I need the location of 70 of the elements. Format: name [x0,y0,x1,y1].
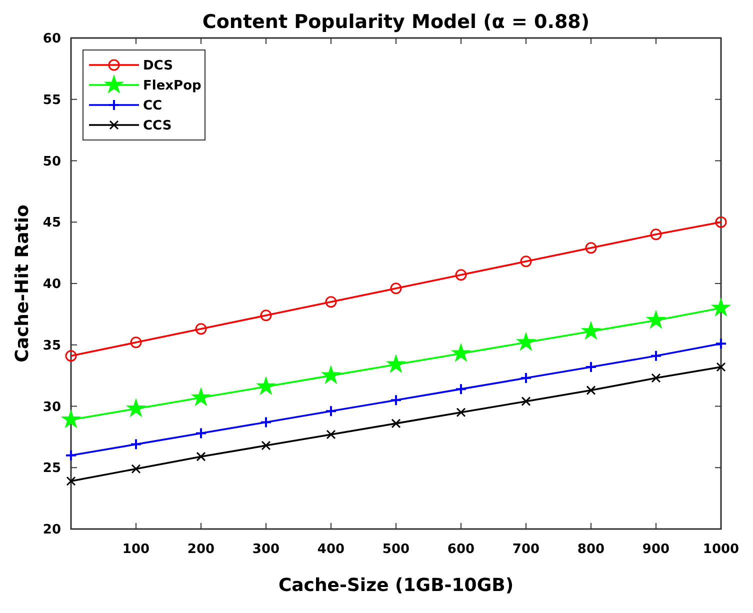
point [452,344,470,362]
point [651,373,661,383]
point [516,332,536,350]
x-axis-title: Cache-Size (1GB-10GB) [278,575,514,596]
point [261,440,271,450]
point [585,360,597,373]
y-tick-label: 30 [42,400,61,415]
y-tick-label: 55 [42,92,61,108]
point [325,405,337,418]
point [65,449,77,462]
y-tick-label: 20 [42,522,61,538]
x-tick-label: 1000 [702,542,740,557]
point [62,410,80,428]
legend-label: CC [143,98,162,114]
point [326,430,336,440]
y-tick-label: 35 [42,338,61,354]
point [582,322,600,340]
point [585,242,597,254]
point [130,336,142,348]
point [715,216,727,228]
point [196,452,206,462]
point [325,296,337,308]
chart-title: Content Popularity Model (α = 0.88) [202,11,590,33]
legend-label: DCS [143,58,173,74]
point [520,256,532,268]
point [586,386,596,396]
x-tick-label: 300 [252,542,280,557]
point [646,310,666,328]
y-tick-label: 45 [42,216,61,231]
point [195,427,207,440]
point [131,464,141,474]
point [322,366,340,384]
point [386,355,406,372]
point [520,372,532,384]
point [715,338,727,350]
point [192,388,210,406]
y-axis-title: Cache-Hit Ratio [12,204,33,362]
point [650,228,662,240]
point [650,350,662,362]
point [456,408,466,418]
x-tick-label: 700 [512,542,540,557]
x-tick-label: 600 [447,542,475,557]
point [455,383,467,396]
legend-label: FlexPop [143,78,202,94]
x-tick-label: 200 [187,542,215,557]
point [65,350,77,362]
point [260,416,272,428]
x-tick-label: 800 [577,542,605,557]
x-tick-label: 100 [122,542,150,557]
y-tick-label: 50 [42,154,61,170]
point [455,269,467,281]
y-tick-label: 40 [42,277,61,292]
point [195,323,207,335]
point [390,282,402,294]
point [260,310,272,322]
y-tick-label: 60 [42,32,61,47]
y-tick-label: 25 [42,461,61,476]
x-tick-label: 900 [642,542,670,557]
point [256,377,276,394]
legend-label: CCS [143,118,172,134]
x-tick-label: 500 [382,542,410,557]
point [391,418,401,428]
point [712,298,730,316]
point [390,394,402,406]
point [126,399,146,416]
point [130,438,142,450]
point [66,476,76,486]
point [521,396,531,406]
point [716,362,726,372]
x-tick-label: 400 [317,542,345,557]
